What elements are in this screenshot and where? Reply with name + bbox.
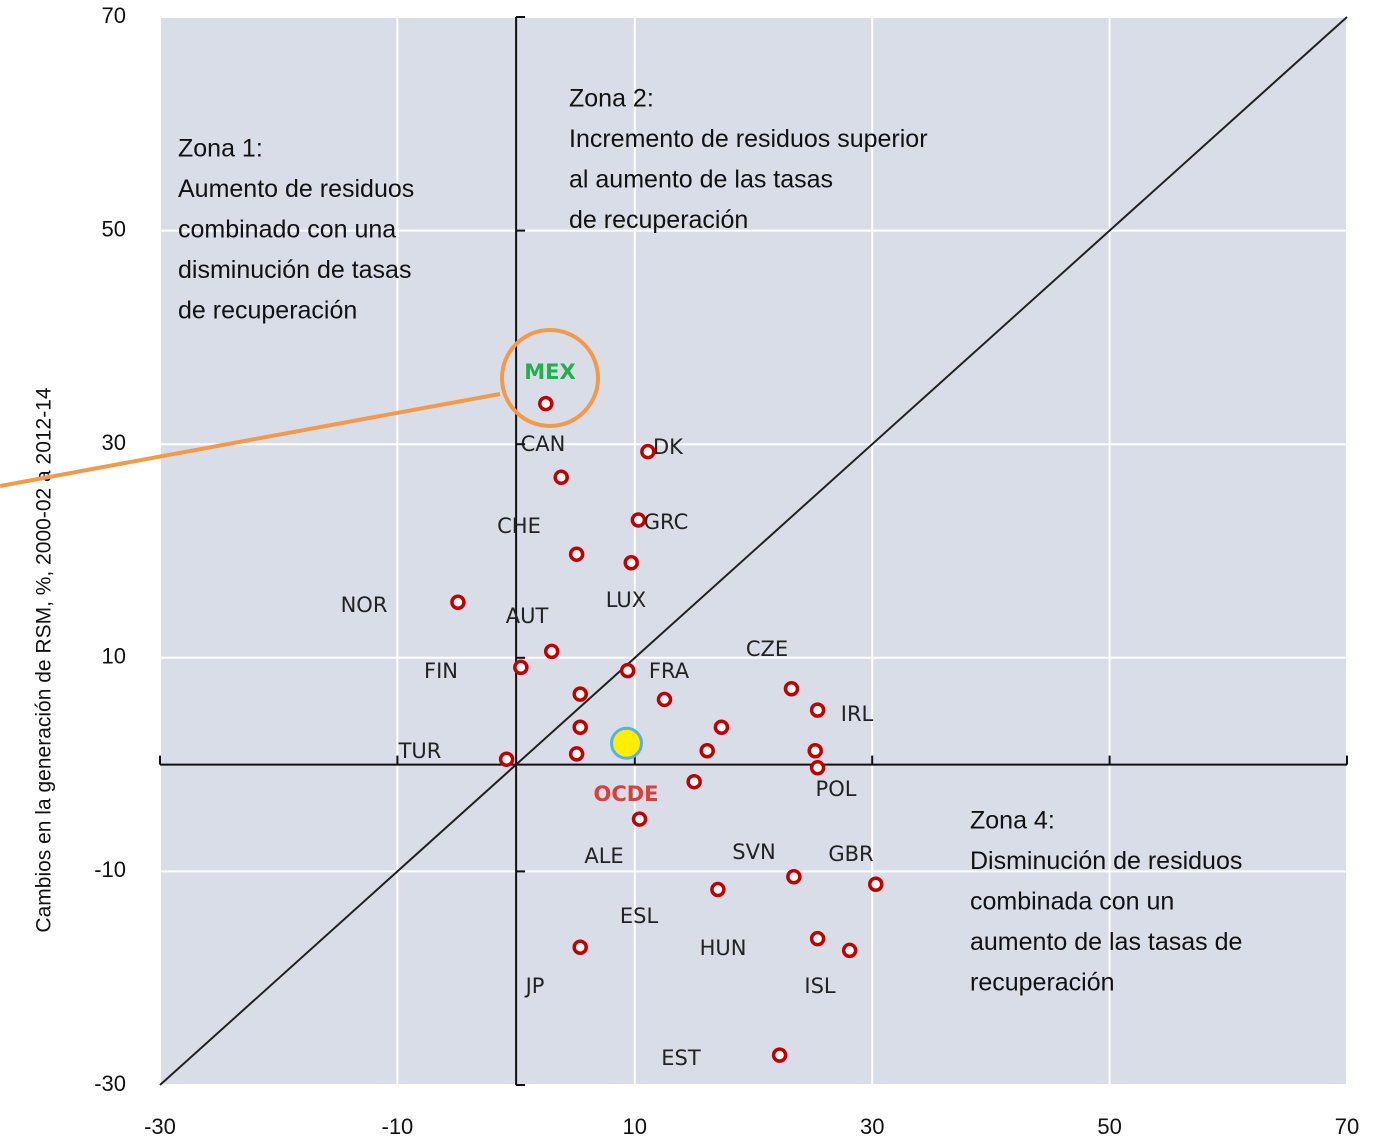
point xyxy=(783,681,800,697)
point-label: FRA xyxy=(649,659,690,683)
zone-text: Zona 4: xyxy=(970,807,1055,835)
point-label: EST xyxy=(661,1046,701,1070)
point-label: POL xyxy=(816,777,857,801)
diagonal xyxy=(159,16,1348,1086)
point-label: ESL xyxy=(620,904,659,928)
point-label: DK xyxy=(653,435,684,459)
y-tick-label: -30 xyxy=(94,1071,126,1096)
point xyxy=(631,811,648,827)
point-label: TUR xyxy=(398,739,442,763)
zone-text: combinado con una xyxy=(178,216,396,244)
point-label: HUN xyxy=(700,936,747,960)
zone-text: aumento de las tasas de xyxy=(970,928,1242,956)
point xyxy=(809,702,826,718)
point xyxy=(807,742,823,759)
point xyxy=(713,719,730,735)
y-tick-label: 70 xyxy=(102,3,126,28)
point-label: IRL xyxy=(841,702,874,726)
point-label: FIN xyxy=(424,659,458,683)
point xyxy=(538,395,554,412)
point xyxy=(513,659,529,676)
point xyxy=(771,1047,788,1063)
zone-text: Zona 1: xyxy=(178,135,263,163)
y-tick-label: 50 xyxy=(102,216,126,241)
zone-text: Aumento de residuos xyxy=(178,175,414,203)
point xyxy=(656,691,673,708)
zone-text: Disminución de residuos xyxy=(970,847,1242,875)
point-label: NOR xyxy=(341,593,388,617)
callout-circle xyxy=(500,328,600,428)
point-label: GRC xyxy=(644,510,688,534)
point xyxy=(572,686,588,702)
x-tick-label: 70 xyxy=(1335,1114,1359,1139)
point-label: ALE xyxy=(584,844,623,868)
point-label: ISL xyxy=(804,974,836,998)
y-tick-label: 30 xyxy=(102,430,126,455)
point xyxy=(498,751,515,768)
point-label: AUT xyxy=(506,604,549,628)
point xyxy=(699,742,715,759)
point xyxy=(686,773,702,790)
point xyxy=(572,719,588,735)
zone-text: combinada con un xyxy=(970,888,1174,916)
point xyxy=(868,876,884,892)
point-label: CZE xyxy=(746,637,788,661)
point xyxy=(630,512,647,528)
point xyxy=(841,942,858,959)
zone-text: de recuperación xyxy=(178,297,357,325)
x-tick-label: -30 xyxy=(144,1114,176,1139)
point-label: CAN xyxy=(521,432,566,456)
zone-text: de recuperación xyxy=(569,206,748,234)
zone-text: recuperación xyxy=(970,969,1115,997)
point xyxy=(543,643,560,660)
point-label: GBR xyxy=(828,842,873,866)
y-tick-label: 10 xyxy=(102,644,126,669)
x-tick-label: 30 xyxy=(860,1114,884,1139)
point xyxy=(572,939,588,955)
point xyxy=(568,746,585,762)
point xyxy=(786,868,802,885)
point xyxy=(619,662,636,679)
point-label: MEX xyxy=(524,360,575,384)
point xyxy=(568,546,585,562)
point-label: LUX xyxy=(606,588,646,612)
point xyxy=(710,881,726,898)
point xyxy=(623,554,639,571)
point xyxy=(450,594,466,611)
x-tick-label: -10 xyxy=(382,1114,414,1139)
point xyxy=(553,469,569,486)
x-tick-label: 10 xyxy=(623,1114,647,1139)
point xyxy=(809,930,826,947)
point xyxy=(809,760,826,776)
y-tick-label: -10 xyxy=(94,857,126,882)
point-label: CHE xyxy=(497,514,541,538)
zone-text: al aumento de las tasas xyxy=(569,166,833,194)
zone-text: Zona 2: xyxy=(569,85,654,113)
zone-text: Incremento de residuos superior xyxy=(569,125,928,153)
point-label: SVN xyxy=(732,840,775,864)
point-label: OCDE xyxy=(593,782,658,806)
highlight-point xyxy=(609,726,643,760)
point-label: JP xyxy=(524,974,545,998)
x-tick-label: 50 xyxy=(1097,1114,1121,1139)
zone-text: disminución de tasas xyxy=(178,256,411,284)
point xyxy=(640,443,656,460)
y-axis-label: Cambios en la generación de RSM, %, 2000… xyxy=(33,387,56,932)
callout-line xyxy=(0,392,501,488)
